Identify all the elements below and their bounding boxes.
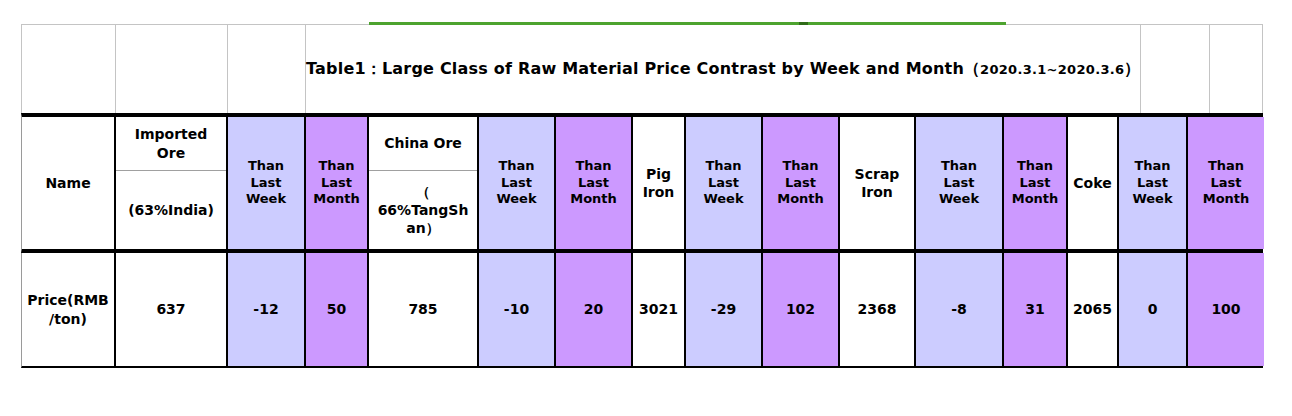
cell-china-ore-price: 785 xyxy=(369,253,479,366)
cell-coke-price: 2065 xyxy=(1068,253,1119,366)
table-title-row: Table1：Large Class of Raw Material Price… xyxy=(21,24,1263,113)
cell-imported-ore-month-change: 50 xyxy=(306,253,369,366)
header-imported-ore-spec: (63%India) xyxy=(116,171,226,249)
cell-scrap-iron-week-change: -8 xyxy=(916,253,1004,366)
cell-imported-ore-week-change: -12 xyxy=(228,253,306,366)
header-cell-than-last-month-coke: Than Last Month xyxy=(1188,117,1264,249)
title-row-spacer-2 xyxy=(116,25,228,113)
header-cell-pig-iron: Pig Iron xyxy=(633,117,686,249)
title-row-spacer-4 xyxy=(1141,25,1210,113)
title-date-range: 2020.3.1~2020.3.6 xyxy=(980,62,1124,77)
table-header-row: Name Imported Ore (63%India) Than Last W… xyxy=(21,113,1263,253)
header-cell-coke: Coke xyxy=(1068,117,1119,249)
cell-pig-iron-month-change: 102 xyxy=(763,253,840,366)
table-title: Table1：Large Class of Raw Material Price… xyxy=(306,59,964,80)
header-cell-name: Name xyxy=(22,117,116,249)
header-china-ore-label: China Ore xyxy=(369,117,477,171)
cell-china-ore-month-change: 20 xyxy=(556,253,633,366)
header-cell-than-last-week-pig-iron: Than Last Week xyxy=(686,117,763,249)
title-close-paren: ） xyxy=(1124,59,1140,80)
title-row-spacer-5 xyxy=(1210,25,1286,113)
title-open-paren: （ xyxy=(964,59,980,80)
header-cell-than-last-week-scrap-iron: Than Last Week xyxy=(916,117,1004,249)
header-cell-than-last-week-imported-ore: Than Last Week xyxy=(228,117,306,249)
green-accent-line-notch xyxy=(799,22,808,25)
cell-coke-month-change: 100 xyxy=(1188,253,1264,366)
table-title-cell: Table1：Large Class of Raw Material Price… xyxy=(306,25,1141,113)
header-cell-than-last-week-china-ore: Than Last Week xyxy=(479,117,556,249)
header-cell-than-last-month-scrap-iron: Than Last Month xyxy=(1004,117,1068,249)
cell-scrap-iron-month-change: 31 xyxy=(1004,253,1068,366)
cell-pig-iron-price: 3021 xyxy=(633,253,686,366)
row-label-price: Price(RMB /ton) xyxy=(22,253,116,366)
header-cell-imported-ore: Imported Ore (63%India) xyxy=(116,117,228,249)
cell-pig-iron-week-change: -29 xyxy=(686,253,763,366)
title-row-spacer-1 xyxy=(22,25,116,113)
table-data-row: Price(RMB /ton) 637 -12 50 785 -10 20 30… xyxy=(21,253,1263,368)
header-cell-than-last-month-imported-ore: Than Last Month xyxy=(306,117,369,249)
raw-material-price-table: Table1：Large Class of Raw Material Price… xyxy=(21,24,1263,368)
cell-coke-week-change: 0 xyxy=(1119,253,1188,366)
header-cell-than-last-week-coke: Than Last Week xyxy=(1119,117,1188,249)
header-cell-than-last-month-china-ore: Than Last Month xyxy=(556,117,633,249)
cell-imported-ore-price: 637 xyxy=(116,253,228,366)
header-imported-ore-label: Imported Ore xyxy=(116,117,226,171)
green-accent-line xyxy=(369,22,1006,25)
header-china-ore-spec: （ 66%TangSh an） xyxy=(369,171,477,249)
header-cell-china-ore: China Ore （ 66%TangSh an） xyxy=(369,117,479,249)
cell-scrap-iron-price: 2368 xyxy=(840,253,916,366)
header-cell-scrap-iron: Scrap Iron xyxy=(840,117,916,249)
title-row-spacer-3 xyxy=(228,25,306,113)
page: Table1：Large Class of Raw Material Price… xyxy=(0,0,1292,416)
header-cell-than-last-month-pig-iron: Than Last Month xyxy=(763,117,840,249)
cell-china-ore-week-change: -10 xyxy=(479,253,556,366)
